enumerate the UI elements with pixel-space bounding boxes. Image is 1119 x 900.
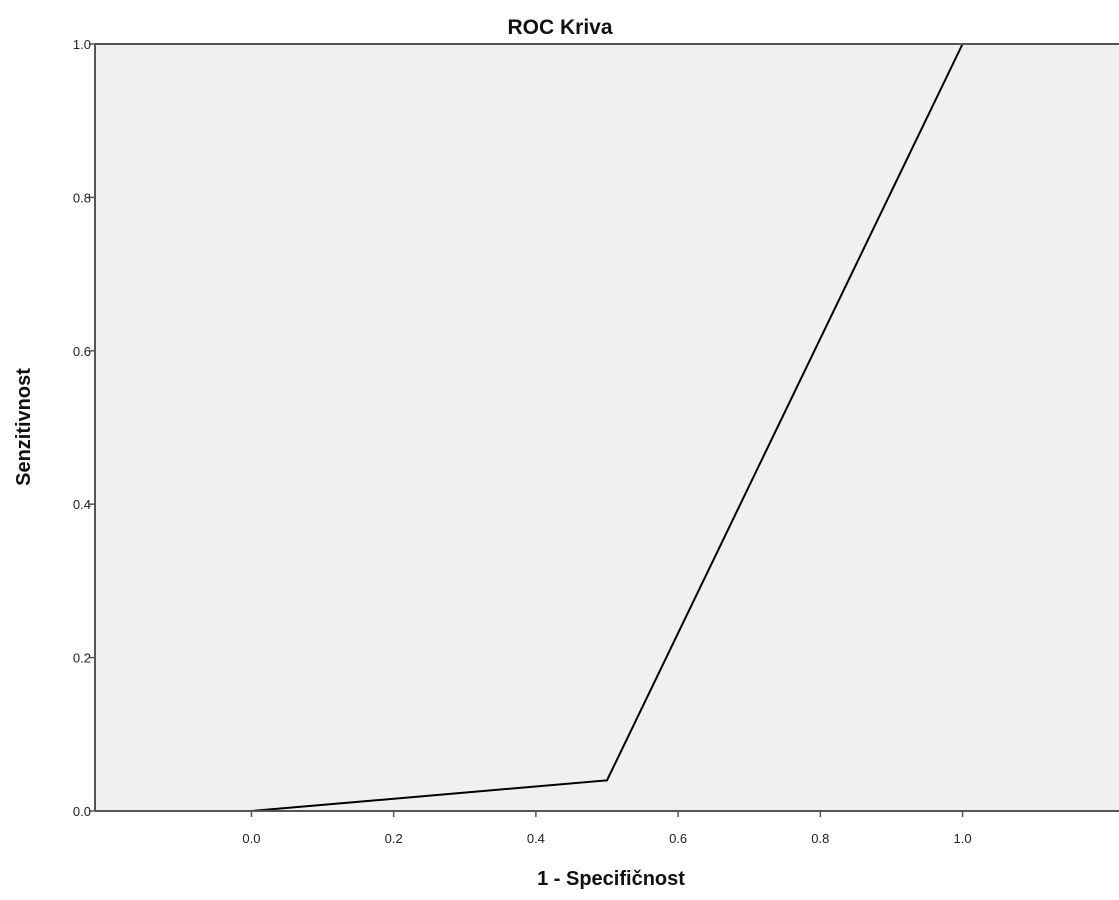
y-tick-label: 1.0: [73, 37, 91, 52]
y-tick-label: 0.6: [73, 344, 91, 359]
x-tick-label: 0.8: [811, 831, 829, 846]
y-axis-title: Senzitivnost: [13, 368, 35, 486]
y-tick-label: 0.4: [73, 497, 91, 512]
chart-title: ROC Kriva: [507, 16, 612, 39]
x-axis-ticks: 0.0 0.2 0.4 0.6 0.8 1.0: [242, 811, 972, 846]
roc-point: [606, 779, 608, 782]
y-tick-label: 0.2: [73, 651, 91, 666]
x-tick-label: 0.4: [527, 831, 545, 846]
plot-background: [95, 44, 1119, 811]
x-tick-label: 0.0: [242, 831, 260, 846]
x-axis-title: 1 - Specifičnost: [537, 868, 685, 890]
y-tick-label: 0.0: [73, 804, 91, 819]
x-tick-label: 0.6: [669, 831, 687, 846]
y-axis-ticks: 0.0 0.2 0.4 0.6 0.8 1.0: [73, 37, 95, 819]
x-tick-label: 0.2: [385, 831, 403, 846]
x-tick-label: 1.0: [954, 831, 972, 846]
y-tick-label: 0.8: [73, 190, 91, 205]
